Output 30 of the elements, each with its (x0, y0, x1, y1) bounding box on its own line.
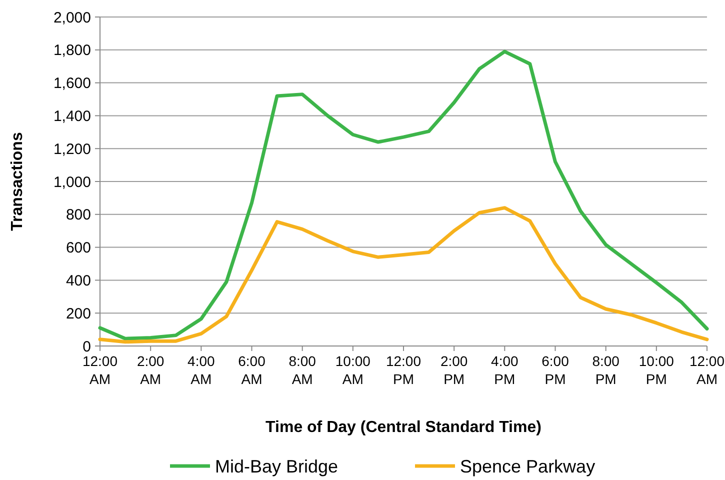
x-tick-label: 10:00 AM (335, 353, 371, 387)
x-tick-label: 12:00 AM (82, 353, 118, 387)
x-tick-label: 2:00 AM (136, 353, 164, 387)
line-series (98, 206, 709, 344)
x-tick-label: 8:00 PM (592, 353, 620, 387)
x-tick-label: 6:00 AM (238, 353, 266, 387)
x-tick-label: 12:00 AM (689, 353, 725, 387)
x-tick-label: 4:00 PM (491, 353, 519, 387)
y-tick-label: 400 (66, 272, 91, 290)
legend-label: Spence Parkway (460, 456, 596, 476)
y-tick-label: 1,400 (53, 108, 91, 125)
y-tick-label: 600 (66, 240, 91, 257)
x-tick-label: 12:00 PM (386, 353, 422, 387)
x-tick-label: 8:00 AM (288, 353, 316, 387)
y-tick-label: 1,600 (53, 75, 91, 92)
x-axis-title: Time of Day (Central Standard Time) (266, 419, 542, 436)
y-tick-label: 1,000 (53, 174, 91, 191)
x-tick-label: 10:00 PM (638, 353, 674, 387)
y-tick-label: 0 (82, 338, 91, 356)
x-tick-label: 2:00 PM (440, 353, 468, 387)
y-tick-label: 2,000 (53, 9, 91, 26)
y-tick-label: 800 (66, 206, 91, 224)
y-tick-label: 1,800 (53, 42, 91, 60)
legend-label: Mid-Bay Bridge (215, 456, 338, 476)
x-tick-label: 6:00 PM (542, 353, 570, 387)
y-tick-label: 200 (66, 305, 91, 322)
x-tick-label: 4:00 AM (188, 353, 216, 387)
y-tick-label: 1,200 (53, 140, 91, 158)
y-axis-title: Transactions (9, 132, 26, 231)
line-series (98, 50, 709, 340)
